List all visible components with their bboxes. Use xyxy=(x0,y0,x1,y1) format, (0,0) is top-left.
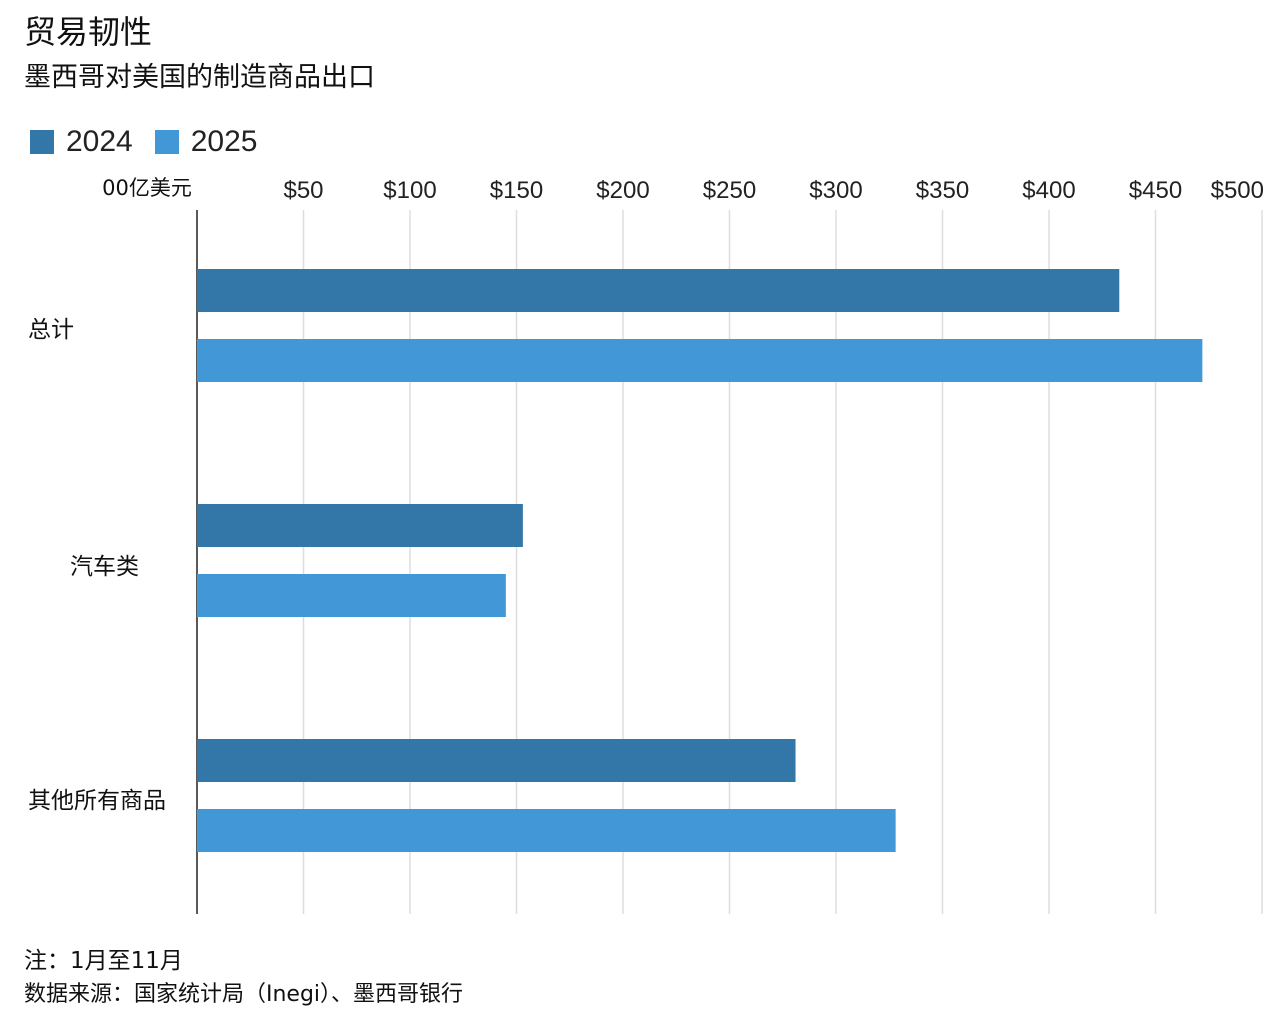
source-note: 数据来源：国家统计局（Inegi）、墨西哥银行 xyxy=(24,982,464,1007)
x-tick-label: $350 xyxy=(916,177,969,204)
category-label: 总计 xyxy=(28,317,74,343)
category-label: 其他所有商品 xyxy=(28,788,166,814)
legend-label-2024: 2024 xyxy=(66,125,133,158)
x-tick-label: $500 xyxy=(1211,177,1264,204)
legend: 2024 2025 xyxy=(30,124,268,160)
x-tick-label: $300 xyxy=(809,177,862,204)
x-tick-label: $400 xyxy=(1022,177,1075,204)
bar-2025-0 xyxy=(197,339,1203,382)
legend-swatch-2024 xyxy=(30,130,54,154)
x-tick-label: $50 xyxy=(283,177,323,204)
bar-2025-2 xyxy=(197,809,896,852)
x-tick-label: $150 xyxy=(490,177,543,204)
legend-item-2025: 2025 xyxy=(154,124,258,160)
x-tick-label: $250 xyxy=(703,177,756,204)
chart-title: 贸易韧性 xyxy=(24,13,153,51)
x-tick-label: $450 xyxy=(1129,177,1182,204)
legend-label-2025: 2025 xyxy=(190,125,258,158)
bar-2025-1 xyxy=(197,574,506,617)
legend-item-2024: 2024 xyxy=(30,124,133,160)
bar-2024-2 xyxy=(197,739,796,782)
footnote: 注：1月至11月 xyxy=(24,948,183,974)
x-axis-unit-label: 00亿美元 xyxy=(102,176,192,200)
x-tick-label: $200 xyxy=(596,177,649,204)
x-tick-label: $100 xyxy=(383,177,436,204)
chart-subtitle: 墨西哥对美国的制造商品出口 xyxy=(24,62,375,93)
legend-swatch-2025 xyxy=(154,130,179,154)
category-label: 汽车类 xyxy=(70,554,139,580)
bar-2024-1 xyxy=(197,504,523,547)
bar-2024-0 xyxy=(197,269,1120,312)
